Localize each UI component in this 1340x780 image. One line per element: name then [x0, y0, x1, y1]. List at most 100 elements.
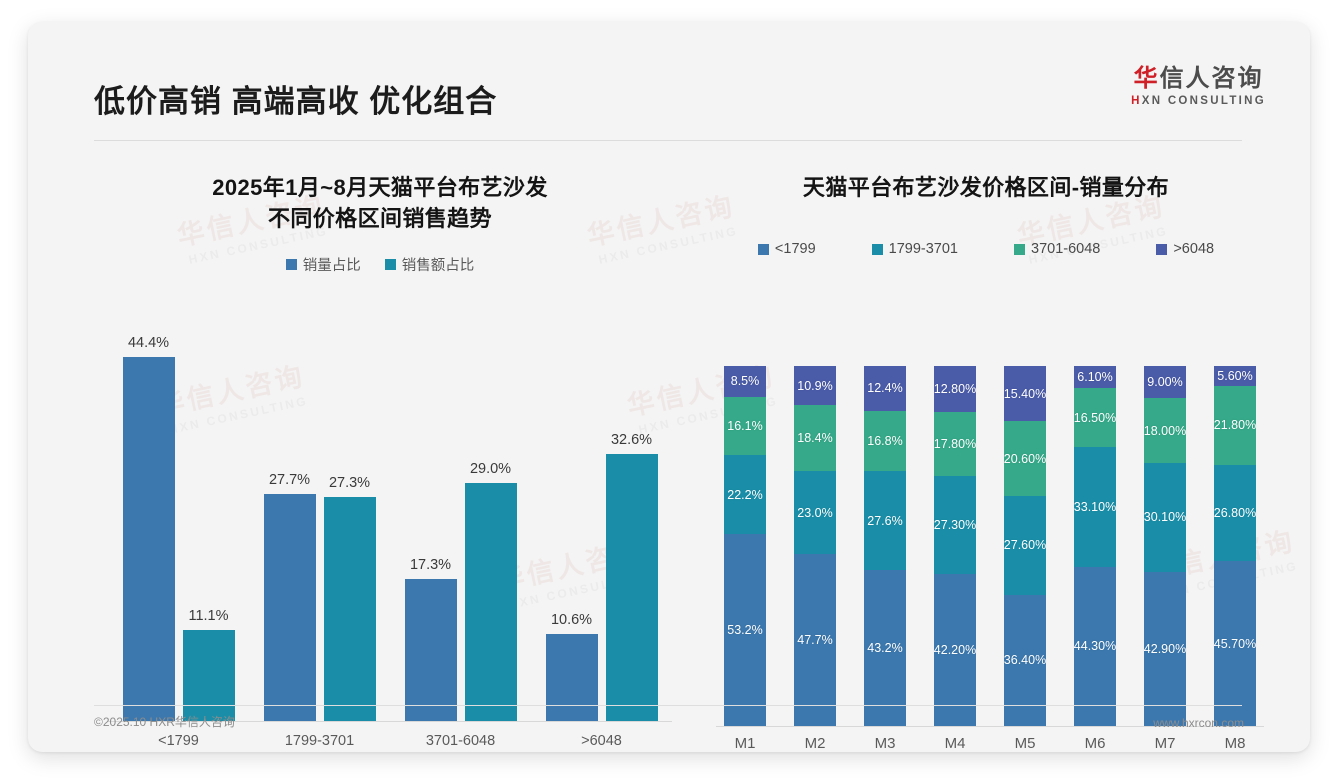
x-axis-tick-label: M8	[1224, 735, 1246, 752]
stack-segment[interactable]: 42.90%	[1144, 571, 1186, 726]
bar-group: 44.4% 11.1%	[122, 312, 235, 721]
legend-item-sales-volume[interactable]: 销量占比	[285, 254, 361, 275]
bar-column[interactable]: 17.3%	[404, 312, 457, 721]
bar-rect[interactable]	[545, 634, 598, 721]
stack-segment[interactable]: 47.7%	[794, 554, 836, 726]
stacked-bar-column[interactable]: 9.00% 18.00% 30.10% 42.90%	[1144, 366, 1186, 726]
legend-item-sales-amount[interactable]: 销售额占比	[384, 254, 475, 275]
stacked-bar-column[interactable]: 15.40% 20.60% 27.60% 36.40%	[1004, 366, 1046, 726]
page-title: 低价高销 高端高收 优化组合	[94, 84, 498, 119]
segment-value-label: 43.2%	[867, 641, 903, 656]
slide-header: 低价高销 高端高收 优化组合 华信人咨询 HXN CONSULTING	[28, 22, 1310, 141]
stacked-bar-column[interactable]: 8.5% 16.1% 22.2% 53.2%	[724, 366, 766, 726]
stack-segment[interactable]: 42.20%	[934, 574, 976, 726]
stack-segment[interactable]: 18.00%	[1143, 398, 1187, 464]
segment-value-label: 9.00%	[1147, 375, 1183, 390]
stack-segment[interactable]: 43.2%	[864, 570, 906, 726]
segment-value-label: 26.80%	[1213, 506, 1257, 521]
bar-value-label: 27.3%	[328, 475, 371, 491]
stack-segment[interactable]: 23.0%	[794, 471, 836, 555]
x-axis-tick-label: M6	[1084, 735, 1106, 752]
bar-column[interactable]: 10.6%	[545, 312, 598, 721]
stack-segment[interactable]: 33.10%	[1074, 447, 1116, 567]
logo-chars-rest: 信人咨询	[1159, 65, 1264, 92]
bar-rect[interactable]	[404, 579, 457, 721]
bar-value-label: 44.4%	[127, 335, 170, 351]
bar-column[interactable]: 27.3%	[323, 312, 376, 721]
x-axis-tick-label: <1799（低价位）	[119, 730, 239, 752]
stack-segment[interactable]: 27.60%	[1004, 495, 1046, 595]
stack-segment[interactable]: 36.40%	[1003, 594, 1047, 726]
bar-column[interactable]: 11.1%	[182, 312, 235, 721]
legend-item-6048[interactable]: >6048	[1156, 241, 1214, 257]
x-axis-tick-label: 1799-3701（中低价位）	[260, 730, 380, 752]
stack-segment[interactable]: 16.50%	[1073, 387, 1117, 448]
stack-segment[interactable]: 17.80%	[933, 412, 977, 477]
stack-segment[interactable]: 20.60%	[1004, 421, 1046, 496]
stack-segment[interactable]: 26.80%	[1213, 464, 1257, 562]
stacked-bar-column[interactable]: 5.60% 21.80% 26.80% 45.70%	[1213, 366, 1257, 727]
stacked-bar-column[interactable]: 10.9% 18.4% 23.0% 47.7%	[794, 366, 836, 726]
segment-value-label: 18.00%	[1143, 423, 1187, 438]
bar-rect[interactable]	[605, 454, 658, 721]
stack-segment[interactable]: 30.10%	[1144, 463, 1186, 572]
footer-website[interactable]: www.hxrcon.com	[1153, 716, 1244, 730]
bar-value-label: 11.1%	[188, 608, 229, 624]
segment-value-label: 18.4%	[797, 431, 833, 446]
stack-segment[interactable]: 22.2%	[724, 454, 766, 535]
bar-rect[interactable]	[464, 483, 517, 721]
segment-value-label: 15.40%	[1003, 386, 1047, 401]
stack-segment[interactable]: 53.2%	[724, 534, 766, 726]
legend-item-1799-3701[interactable]: 1799-3701	[871, 241, 958, 258]
segment-value-label: 16.50%	[1073, 410, 1117, 425]
stack-segment[interactable]: 16.8%	[864, 410, 906, 472]
segment-value-label: 8.5%	[730, 374, 760, 389]
stack-segment[interactable]: 21.80%	[1214, 386, 1256, 465]
legend-label: <1799	[774, 241, 816, 258]
stack-segment[interactable]: 6.10%	[1074, 366, 1116, 388]
bar-rect[interactable]	[323, 497, 376, 721]
logo-char-hua: 华	[1133, 65, 1160, 92]
slide-canvas: 华信人咨询 HXN CONSULTING 华信人咨询 HXN CONSULTIN…	[28, 22, 1310, 752]
stack-segment[interactable]: 12.4%	[864, 366, 906, 411]
bar-group: 17.3% 29.0%	[404, 312, 517, 721]
legend-swatch-icon	[871, 243, 883, 255]
bar-rect[interactable]	[182, 630, 235, 721]
bar-column[interactable]: 29.0%	[464, 312, 517, 721]
legend-item-3701-6048[interactable]: 3701-6048	[1014, 241, 1100, 257]
x-tick-main: <1799	[158, 733, 199, 749]
left-chart-title: 2025年1月~8月天猫平台布艺沙发 不同价格区间销售趋势	[70, 172, 690, 234]
stack-segment[interactable]: 5.60%	[1214, 366, 1256, 387]
logo-chinese: 华信人咨询	[1131, 66, 1266, 91]
logo-en-rest: XN CONSULTING	[1141, 95, 1266, 108]
stack-segment[interactable]: 18.4%	[794, 405, 836, 472]
segment-value-label: 36.40%	[1003, 653, 1047, 668]
legend-swatch-icon	[757, 243, 769, 255]
grouped-plot-area: 44.4% 11.1% 27.7% 27.3% 17.3% 29.0% 10.6% 32.6%	[108, 312, 672, 722]
stacked-bar-column[interactable]: 12.4% 16.8% 27.6% 43.2%	[864, 366, 906, 726]
stack-segment[interactable]: 15.40%	[1003, 366, 1047, 422]
stack-segment[interactable]: 9.00%	[1144, 366, 1186, 399]
bar-column[interactable]: 27.7%	[263, 312, 316, 721]
logo-en-h: H	[1131, 95, 1142, 108]
stack-segment[interactable]: 27.6%	[864, 471, 906, 571]
stack-segment[interactable]: 27.30%	[934, 476, 976, 575]
segment-value-label: 22.2%	[727, 487, 763, 502]
stack-segment[interactable]: 16.1%	[724, 396, 766, 455]
bar-column[interactable]: 32.6%	[605, 312, 658, 721]
stacked-bar-column[interactable]: 6.10% 16.50% 33.10% 44.30%	[1074, 366, 1116, 726]
stack-segment[interactable]: 45.70%	[1214, 561, 1256, 727]
legend-item-1799[interactable]: <1799	[757, 241, 816, 258]
bar-rect[interactable]	[263, 494, 316, 721]
bar-column[interactable]: 44.4%	[122, 312, 175, 721]
stack-segment[interactable]: 8.5%	[724, 366, 766, 397]
x-axis-tick-label: M7	[1154, 735, 1176, 752]
stack-segment[interactable]: 10.9%	[794, 366, 836, 406]
bar-rect[interactable]	[122, 357, 175, 721]
legend-label: 1799-3701	[888, 241, 958, 258]
segment-value-label: 17.80%	[933, 437, 977, 452]
stack-segment[interactable]: 44.30%	[1074, 566, 1116, 726]
legend-label: 销售额占比	[401, 258, 475, 275]
stack-segment[interactable]: 12.80%	[934, 366, 976, 413]
stacked-bar-column[interactable]: 12.80% 17.80% 27.30% 42.20%	[934, 366, 976, 726]
